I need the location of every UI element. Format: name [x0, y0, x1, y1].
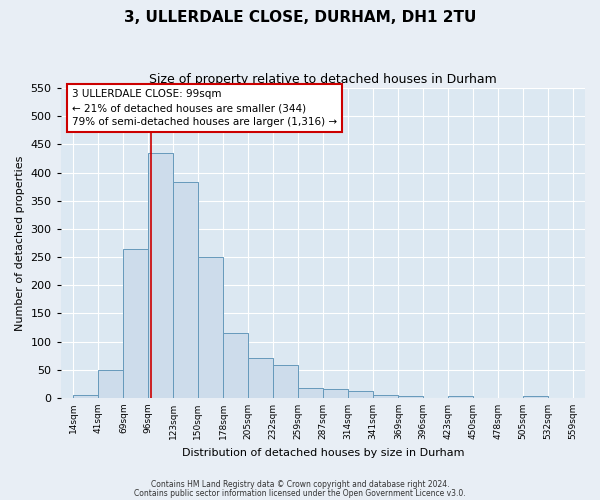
Bar	[98, 370, 124, 398]
Y-axis label: Number of detached properties: Number of detached properties	[15, 156, 25, 330]
Title: Size of property relative to detached houses in Durham: Size of property relative to detached ho…	[149, 72, 497, 86]
Bar	[248, 358, 273, 398]
Text: Contains public sector information licensed under the Open Government Licence v3: Contains public sector information licen…	[134, 488, 466, 498]
Bar	[198, 257, 223, 398]
Bar	[298, 388, 323, 398]
Bar	[223, 333, 248, 398]
Bar	[173, 182, 198, 398]
Bar	[273, 366, 298, 398]
Bar	[348, 391, 373, 398]
Bar	[448, 396, 473, 398]
Bar	[373, 395, 398, 398]
Bar	[124, 248, 148, 398]
X-axis label: Distribution of detached houses by size in Durham: Distribution of detached houses by size …	[182, 448, 464, 458]
Bar	[323, 390, 348, 398]
Bar	[523, 396, 548, 398]
Bar	[148, 153, 173, 398]
Text: 3 ULLERDALE CLOSE: 99sqm
← 21% of detached houses are smaller (344)
79% of semi-: 3 ULLERDALE CLOSE: 99sqm ← 21% of detach…	[72, 89, 337, 127]
Bar	[73, 395, 98, 398]
Bar	[398, 396, 423, 398]
Text: 3, ULLERDALE CLOSE, DURHAM, DH1 2TU: 3, ULLERDALE CLOSE, DURHAM, DH1 2TU	[124, 10, 476, 25]
Text: Contains HM Land Registry data © Crown copyright and database right 2024.: Contains HM Land Registry data © Crown c…	[151, 480, 449, 489]
